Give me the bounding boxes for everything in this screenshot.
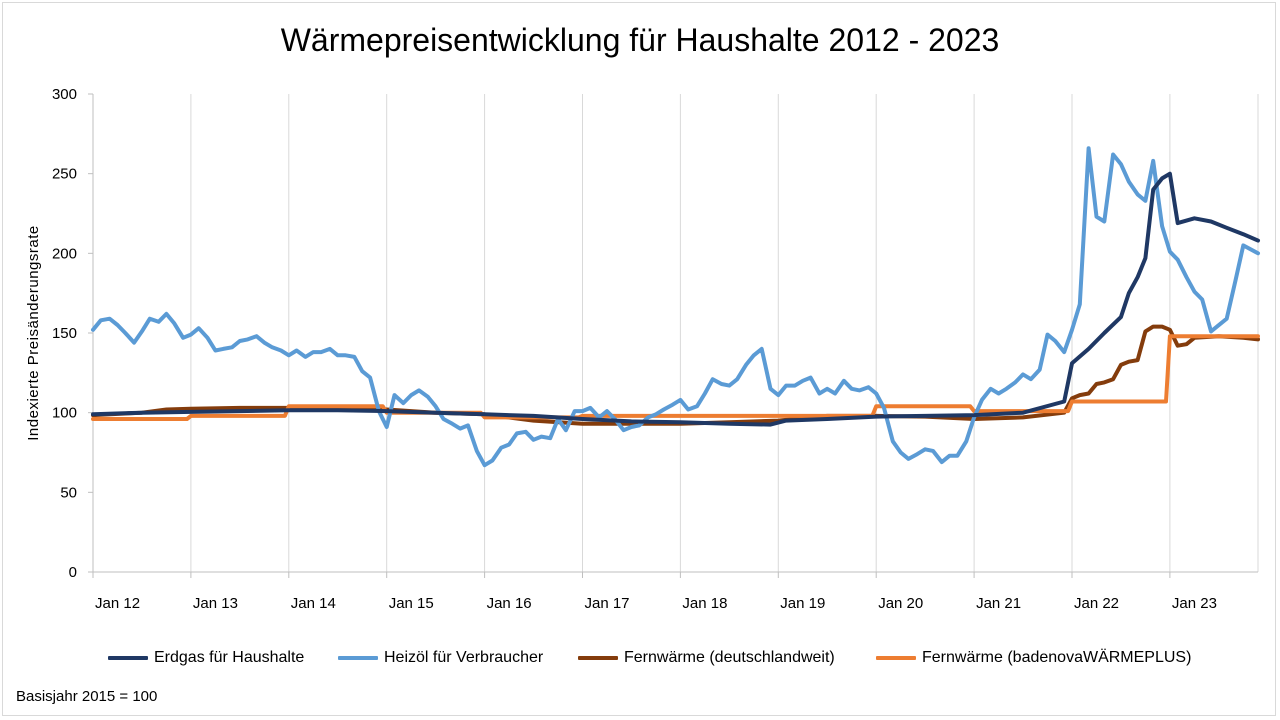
chart-title: Wärmepreisentwicklung für Haushalte 2012… bbox=[280, 22, 1000, 58]
legend-label: Fernwärme (deutschlandweit) bbox=[624, 649, 835, 666]
axes: Jan 12 Jan 13 Jan 14 Jan 15 Jan 16 Jan 17 Jan … bbox=[52, 86, 1258, 612]
y-tick-label: 250 bbox=[52, 166, 77, 183]
legend-item: Erdgas für Haushalte bbox=[108, 646, 304, 670]
y-tick-label: 50 bbox=[60, 484, 77, 501]
y-tick-label: 200 bbox=[52, 245, 77, 262]
series-line-4 bbox=[91, 334, 1260, 421]
x-tick-label: Jan 22 bbox=[1074, 595, 1119, 612]
chart-legend: Erdgas für Haushalte Heizöl für Verbrauch… bbox=[0, 646, 1280, 670]
series-line-1 bbox=[91, 171, 1260, 427]
legend-swatch bbox=[338, 656, 378, 660]
legend-item: Fernwärme (badenovaWÄRMEPLUS) bbox=[876, 646, 1191, 670]
x-tick-label: Jan 14 bbox=[291, 595, 336, 612]
legend-swatch bbox=[876, 656, 916, 660]
x-tick-label: Jan 16 bbox=[487, 595, 532, 612]
grid-lines bbox=[92, 94, 1259, 572]
y-axis-title: Indexierte Preisänderungsrate bbox=[25, 225, 42, 440]
x-tick-label: Jan 23 bbox=[1172, 595, 1217, 612]
legend-label: Heizöl für Verbraucher bbox=[384, 649, 544, 666]
legend-label: Erdgas für Haushalte bbox=[154, 649, 305, 666]
legend-label: Fernwärme (badenovaWÄRMEPLUS) bbox=[922, 649, 1192, 666]
series-line-2 bbox=[91, 146, 1260, 468]
x-tick-label: Jan 20 bbox=[878, 595, 923, 612]
x-tick-label: Jan 13 bbox=[193, 595, 238, 612]
legend-swatch bbox=[108, 656, 148, 660]
y-tick-label: 150 bbox=[52, 325, 77, 342]
y-tick-label: 0 bbox=[69, 564, 77, 581]
line-chart: Jan 12 Jan 13 Jan 14 Jan 15 Jan 16 Jan 17 Jan … bbox=[25, 86, 1260, 612]
x-tick-label: Jan 19 bbox=[780, 595, 825, 612]
y-tick-label: 100 bbox=[52, 405, 77, 422]
x-tick-label: Jan 17 bbox=[584, 595, 629, 612]
legend-swatch bbox=[578, 656, 618, 660]
series-lines bbox=[91, 146, 1260, 468]
x-tick-label: Jan 21 bbox=[976, 595, 1021, 612]
legend-item: Fernwärme (deutschlandweit) bbox=[578, 646, 835, 670]
x-tick-label: Jan 12 bbox=[95, 595, 140, 612]
legend-item: Heizöl für Verbraucher bbox=[338, 646, 543, 670]
y-tick-label: 300 bbox=[52, 86, 77, 103]
x-tick-label: Jan 15 bbox=[389, 595, 434, 612]
x-tick-label: Jan 18 bbox=[682, 595, 727, 612]
footnote: Basisjahr 2015 = 100 bbox=[16, 688, 158, 705]
